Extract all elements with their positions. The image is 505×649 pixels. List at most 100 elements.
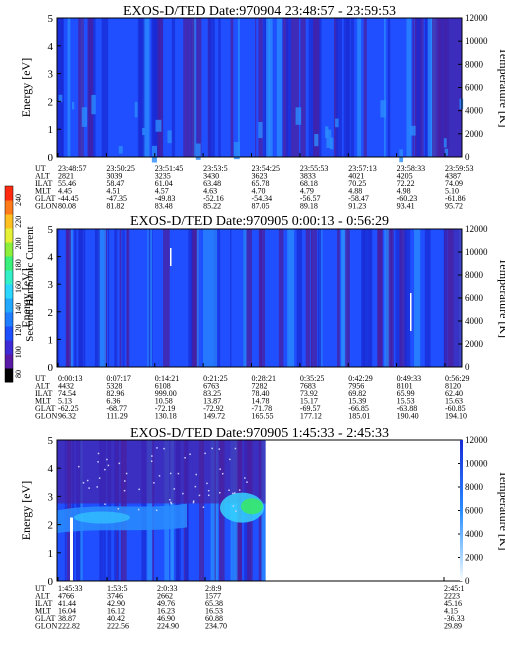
table-cell: 91.23 (348, 202, 366, 211)
heatmap-blob (314, 134, 319, 147)
table-cell: 60.88 (205, 614, 223, 623)
colorbar-tick-label: 240 (14, 194, 23, 206)
heatmap-blob (142, 127, 145, 136)
data-point (219, 491, 221, 494)
data-marker (70, 517, 73, 581)
table-cell: 16.23 (157, 607, 175, 616)
y-tick-label: 1 (48, 124, 54, 136)
colorbar-segment (5, 368, 13, 383)
colorbar-frame (4, 185, 14, 383)
data-point (124, 480, 126, 482)
table-cell: 4.70 (252, 187, 266, 196)
heatmap-stripe (57, 18, 63, 157)
table-cell: 4.79 (300, 187, 314, 196)
heatmap-stripe (57, 229, 60, 367)
data-point (177, 472, 180, 475)
table-row-label: ILAT (35, 599, 52, 608)
heatmap-stripe (340, 229, 344, 367)
heatmap-stripe (214, 440, 216, 581)
colorbar-segment (5, 228, 13, 243)
heatmap-stripe (432, 18, 462, 157)
colorbar-segment (5, 298, 13, 313)
table-cell: 4387 (445, 172, 461, 181)
table-cell: 23:58:33 (397, 164, 425, 173)
data-point (232, 505, 235, 507)
table-cell: 190.40 (397, 412, 419, 421)
data-point (202, 506, 205, 508)
table-cell: 3623 (252, 172, 268, 181)
table-cell: 89.18 (300, 202, 318, 211)
heatmap-blob (443, 138, 447, 148)
heatmap-stripe (66, 229, 71, 367)
table-cell: 74.09 (445, 179, 463, 188)
table-row-label: GLON (35, 202, 57, 211)
heatmap-stripe (427, 18, 435, 157)
y-axis-label: Energy [eV] (19, 58, 33, 117)
heatmap-stripe (345, 229, 350, 367)
y-right-tick-label: 8000 (465, 482, 484, 492)
heatmap-stripe (139, 18, 145, 157)
y-tick-label: 4 (48, 252, 54, 264)
table-cell: -52.16 (203, 194, 224, 203)
data-point (195, 473, 197, 476)
table-cell: 0:35:25 (300, 374, 324, 383)
y-right-tick-label: 4000 (465, 529, 484, 539)
table-cell: 2:0:33 (157, 584, 177, 593)
colorbar-tick-label: 160 (14, 281, 23, 293)
heatmap-stripe (163, 229, 170, 367)
panel-1: EXOS-D/TED Date:970904 23:48:57 - 23:59:… (19, 4, 505, 211)
table-cell: 15.39 (348, 397, 366, 406)
table-cell: 4.15 (444, 607, 458, 616)
heatmap-stripe (147, 18, 150, 157)
data-point (169, 499, 171, 501)
y-right-axis-label: Temperature [K] (497, 47, 505, 127)
table-cell: 224.90 (157, 622, 179, 631)
y-tick-label: 4 (48, 41, 54, 53)
heatmap-stripe (258, 229, 266, 367)
table-cell: 8101 (397, 382, 413, 391)
heatmap-blob (326, 129, 332, 149)
heatmap-stripe (363, 18, 367, 157)
data-point (170, 501, 172, 504)
heatmap-stripe (237, 18, 240, 157)
table-cell: 4432 (58, 382, 74, 391)
heatmap-stripe (215, 440, 219, 581)
table-cell: 0:07:17 (106, 374, 130, 383)
table-cell: -36.33 (444, 614, 465, 623)
table-cell: 7282 (252, 382, 268, 391)
data-point (229, 458, 231, 461)
data-point (151, 455, 153, 457)
table-cell: 78.40 (252, 389, 270, 398)
table-cell: 130.18 (155, 412, 177, 421)
data-point (228, 489, 230, 492)
heatmap-stripe (287, 229, 291, 367)
table-cell: 23:54:25 (252, 164, 280, 173)
heatmap-blob (380, 100, 387, 118)
table-cell: -49.83 (155, 194, 176, 203)
table-cell: 15.63 (445, 397, 463, 406)
table-cell: -60.23 (397, 194, 418, 203)
table-cell: 0:56:29 (445, 374, 469, 383)
y-right-tick-label: 8000 (465, 270, 484, 280)
y-tick-label: 1 (48, 548, 54, 560)
y-tick-label: 3 (48, 69, 54, 81)
table-cell: -44.45 (58, 194, 79, 203)
table-row-label: GLON (35, 622, 57, 631)
y-right-tick-label: 4000 (465, 106, 484, 116)
table-cell: -60.85 (445, 404, 466, 413)
data-point (207, 494, 210, 497)
table-row-label: UT (35, 584, 46, 593)
heatmap-stripe (67, 18, 71, 157)
data-point (106, 458, 108, 461)
table-cell: 1577 (205, 592, 221, 601)
heatmap-stripe (255, 18, 257, 157)
data-point (158, 475, 161, 477)
heatmap-stripe (196, 18, 202, 157)
heatmap-stripe (282, 18, 289, 157)
data-point (118, 462, 121, 465)
y-right-tick-label: 6000 (465, 293, 484, 303)
heatmap-stripe (230, 18, 234, 157)
colorbar-tick-label: 120 (14, 325, 23, 337)
heatmap-stripe (424, 18, 431, 157)
table-cell: 15.53 (397, 397, 415, 406)
